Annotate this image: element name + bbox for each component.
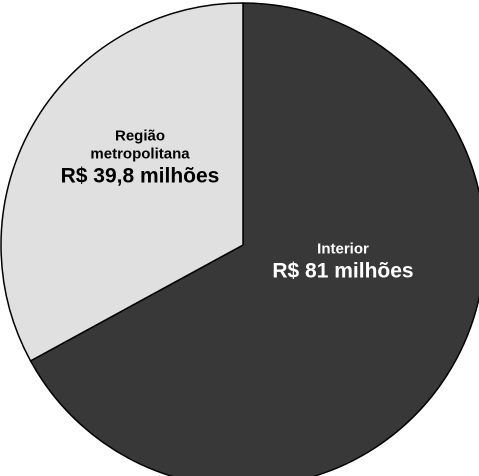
category-label: Interior (317, 240, 369, 258)
slice-label: Interior R$ 81 milhões (272, 240, 413, 283)
pie-slice (0, 2, 244, 362)
category-label: Região metropolitana (90, 127, 190, 163)
value-label: R$ 81 milhões (272, 259, 414, 283)
slice-label: Região metropolitana R$ 39,8 milhões (61, 127, 220, 188)
pie-slice (29, 2, 479, 476)
value-label: R$ 39,8 milhões (60, 164, 220, 188)
